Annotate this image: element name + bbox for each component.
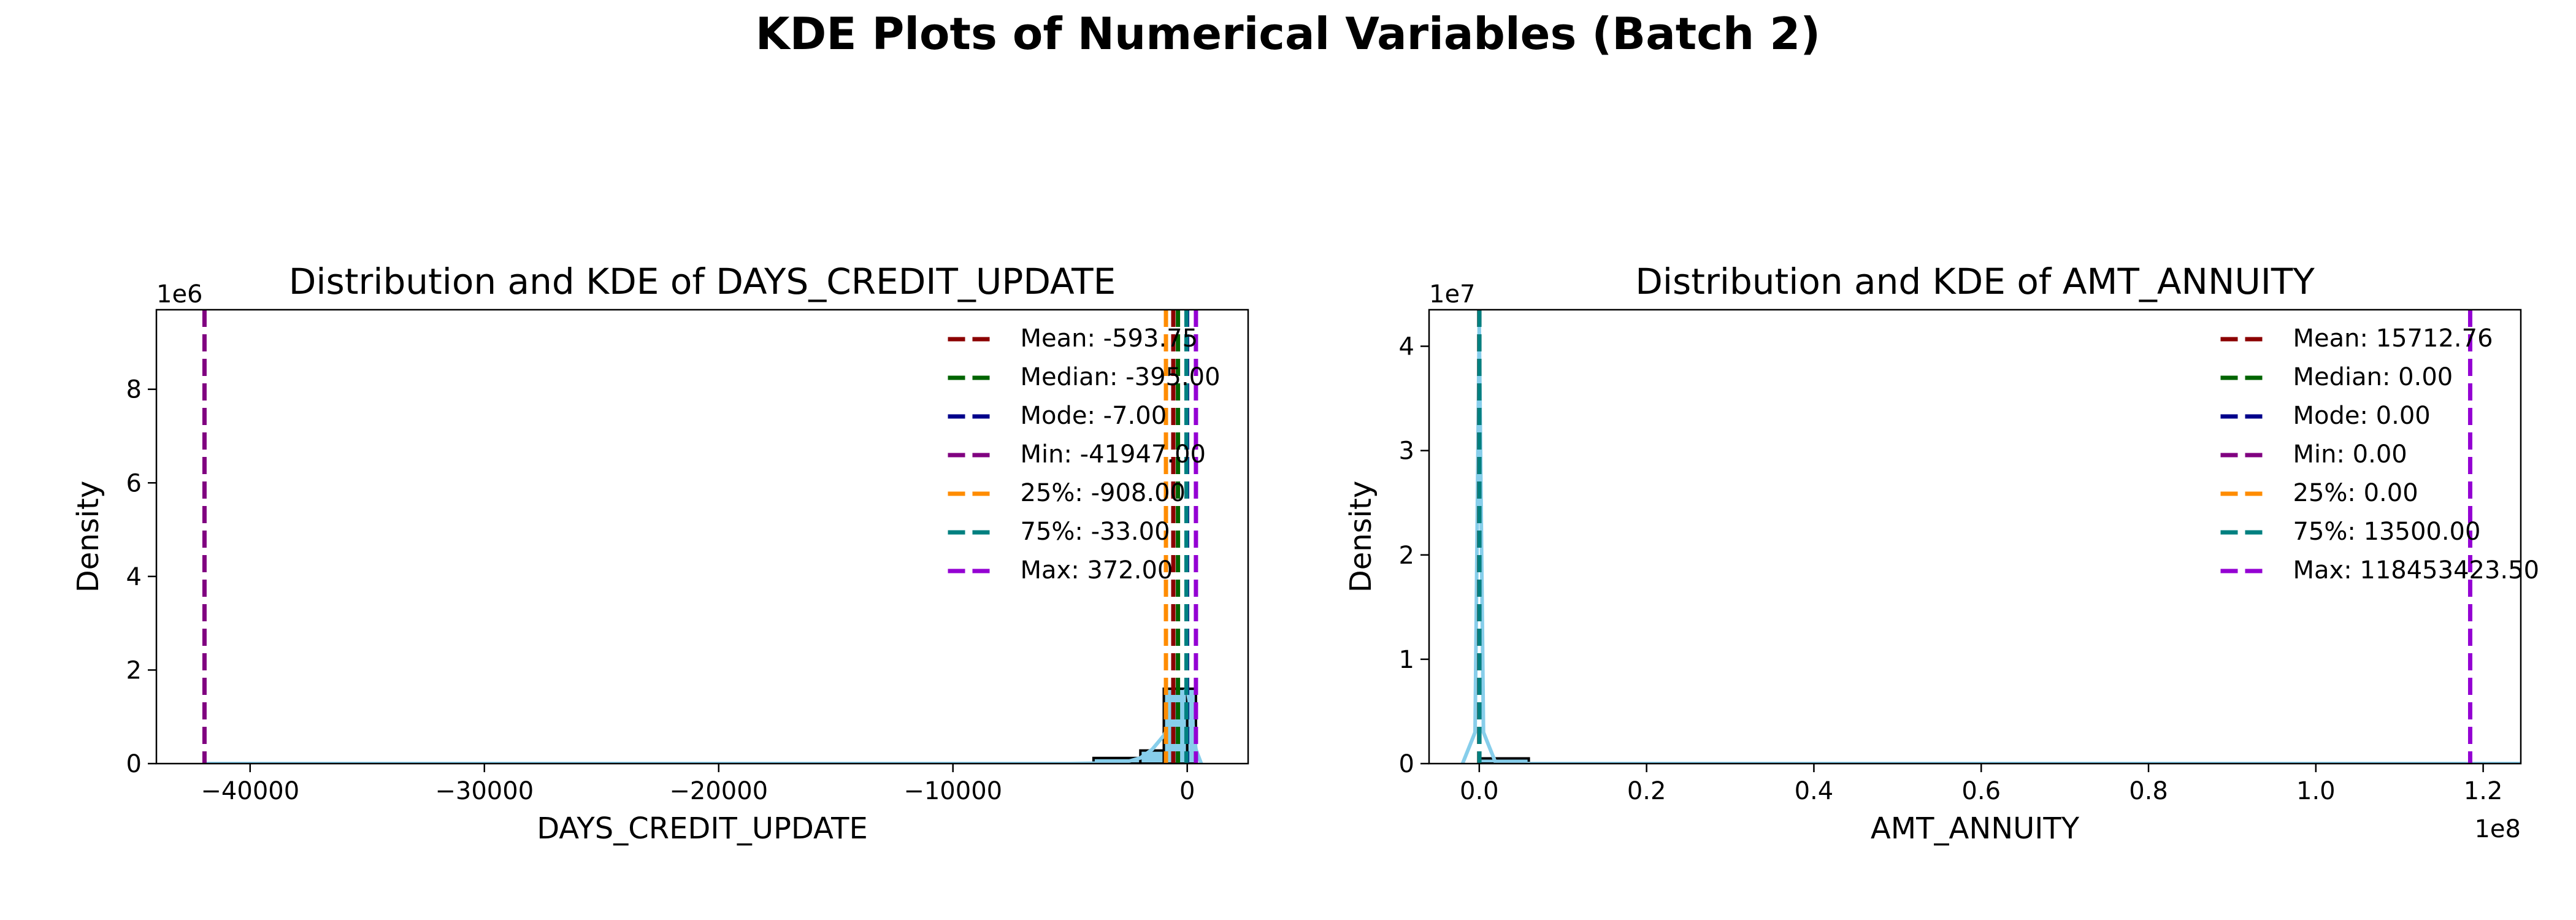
y-tick-label: 4 bbox=[1399, 333, 1414, 361]
y-offset-label: 1e7 bbox=[1429, 280, 1476, 309]
legend-entry: 25%: 0.00 bbox=[2293, 479, 2418, 507]
x-tick-label: −40000 bbox=[201, 777, 299, 805]
x-tick-label: 0.4 bbox=[1795, 777, 1834, 805]
y-tick-label: 0 bbox=[126, 750, 142, 778]
x-axis-label: DAYS_CREDIT_UPDATE bbox=[537, 811, 868, 846]
legend-entry: Mean: 15712.76 bbox=[2293, 324, 2493, 353]
y-offset-label: 1e6 bbox=[156, 280, 203, 309]
legend-entry: Mode: -7.00 bbox=[1021, 402, 1167, 430]
y-tick-label: 6 bbox=[126, 469, 142, 497]
legend-entry: Min: -41947.00 bbox=[1021, 440, 1206, 469]
x-axis-label: AMT_ANNUITY bbox=[1871, 811, 2080, 846]
x-tick-label: 1.0 bbox=[2296, 777, 2336, 805]
y-tick-label: 3 bbox=[1399, 437, 1414, 466]
x-tick-label: 0.2 bbox=[1627, 777, 1666, 805]
kde-curve bbox=[203, 684, 1203, 764]
legend-entry: Median: 0.00 bbox=[2293, 363, 2453, 391]
y-tick-label: 2 bbox=[1399, 542, 1414, 570]
legend-entry: Max: 118453423.50 bbox=[2293, 556, 2540, 585]
x-tick-label: −20000 bbox=[669, 777, 768, 805]
y-tick-label: 0 bbox=[1399, 750, 1414, 778]
plot-area bbox=[1460, 310, 2521, 764]
figure-suptitle: KDE Plots of Numerical Variables (Batch … bbox=[756, 8, 1820, 59]
subplot-title: Distribution and KDE of DAYS_CREDIT_UPDA… bbox=[289, 261, 1116, 302]
y-tick-label: 8 bbox=[126, 376, 142, 404]
subplot-amt-annuity: 0.0 0.2 0.4 0.6 0.8 1.0 1.2 0 1 2 3 4 1e7 1e8 Distribu… bbox=[1344, 261, 2539, 846]
y-tick-label: 4 bbox=[126, 563, 142, 591]
legend-entry: 75%: 13500.00 bbox=[2293, 518, 2481, 546]
x-tick-label: −30000 bbox=[435, 777, 534, 805]
axes-frame bbox=[1428, 309, 2522, 765]
y-tick-label: 2 bbox=[126, 656, 142, 684]
legend-entry: Max: 372.00 bbox=[1021, 556, 1173, 585]
subplot-title: Distribution and KDE of AMT_ANNUITY bbox=[1635, 261, 2315, 302]
x-tick-label: 0.8 bbox=[2129, 777, 2168, 805]
x-tick-label: −10000 bbox=[903, 777, 1002, 805]
plot-area bbox=[202, 310, 1203, 764]
legend: Mean: -593.75 Median: -395.00 Mode: -7.00 M… bbox=[948, 324, 1221, 585]
axes-frame bbox=[155, 309, 1249, 765]
x-tick-label: 0 bbox=[1179, 777, 1195, 805]
legend-entry: Mean: -593.75 bbox=[1021, 324, 1198, 353]
x-tick-label: 1.2 bbox=[2464, 777, 2503, 805]
legend-entry: 25%: -908.00 bbox=[1021, 479, 1186, 507]
y-tick-label: 1 bbox=[1399, 646, 1414, 674]
subplot-days-credit-update: −40000 −30000 −20000 −10000 0 0 2 4 6 8 1e6 Distrib… bbox=[71, 261, 1249, 846]
x-tick-label: 0.0 bbox=[1460, 777, 1499, 805]
legend-entry: Mode: 0.00 bbox=[2293, 402, 2431, 430]
y-axis-label: Density bbox=[1344, 481, 1378, 592]
kde-curve bbox=[1460, 325, 2521, 764]
legend-entry: Min: 0.00 bbox=[2293, 440, 2407, 469]
x-offset-label: 1e8 bbox=[2474, 815, 2521, 843]
y-axis-label: Density bbox=[71, 481, 105, 592]
x-tick-label: 0.6 bbox=[1961, 777, 2001, 805]
legend-entry: Median: -395.00 bbox=[1021, 363, 1221, 391]
legend: Mean: 15712.76 Median: 0.00 Mode: 0.00 Min:… bbox=[2220, 324, 2540, 585]
legend-entry: 75%: -33.00 bbox=[1021, 518, 1170, 546]
